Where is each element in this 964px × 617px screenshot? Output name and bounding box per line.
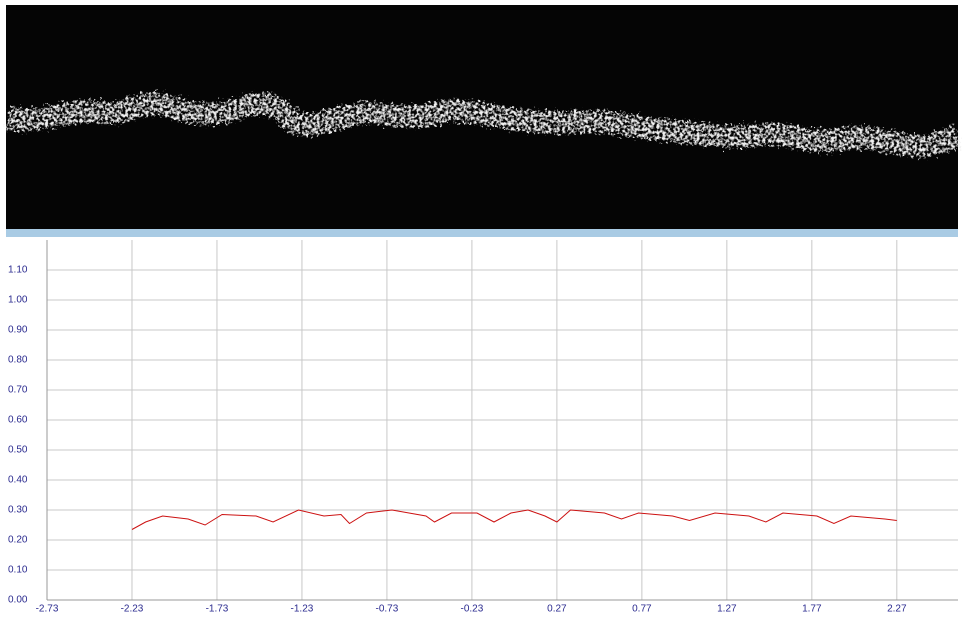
y-tick-label: 0.40 — [8, 475, 28, 486]
chart-area — [6, 237, 958, 617]
y-tick-label: 1.00 — [8, 295, 28, 306]
x-tick-label: -2.23 — [121, 604, 144, 615]
page: {"chart_data": {"type": "line", "x": [-2… — [0, 0, 964, 617]
y-tick-label: 0.70 — [8, 385, 28, 396]
x-tick-label: -1.23 — [291, 604, 314, 615]
y-tick-label: 1.10 — [8, 265, 28, 276]
x-tick-label: -0.23 — [461, 604, 484, 615]
x-tick-label: -1.73 — [206, 604, 229, 615]
x-tick-label: 2.27 — [887, 604, 907, 615]
y-tick-label: 0.20 — [8, 535, 28, 546]
y-tick-label: 0.30 — [8, 505, 28, 516]
screen: 0.00 0.10 0.20 0.30 0.40 0.50 0.60 0.70 0.80 0.90… — [0, 0, 964, 617]
y-tick-label: 0.10 — [8, 565, 28, 576]
y-tick-label: 0.00 — [8, 595, 28, 606]
y-tick-label: 0.50 — [8, 445, 28, 456]
x-tick-label: 0.77 — [632, 604, 652, 615]
y-tick-label: 0.90 — [8, 325, 28, 336]
x-tick-label: 0.27 — [547, 604, 567, 615]
y-tick-label: 0.80 — [8, 355, 28, 366]
x-tick-label: -2.73 — [36, 604, 59, 615]
x-tick-label: 1.77 — [802, 604, 822, 615]
x-tick-label: -0.73 — [376, 604, 399, 615]
x-tick-label: 1.27 — [717, 604, 737, 615]
splitter — [6, 229, 958, 237]
y-tick-label: 0.60 — [8, 415, 28, 426]
